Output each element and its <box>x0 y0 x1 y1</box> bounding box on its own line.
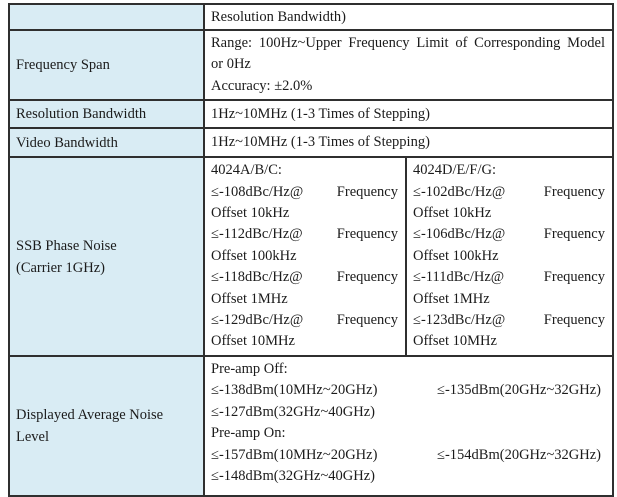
spec-tail: Frequency <box>543 183 605 200</box>
frequency-span-accuracy-line: Accuracy: ±2.0% <box>211 77 313 94</box>
spec-value: ≤-106dBc/Hz@ <box>413 226 506 243</box>
ssb-header-line1: SSB Phase Noise <box>16 237 117 254</box>
table-row: Displayed Average Noise Level Pre-amp Of… <box>8 354 614 497</box>
danl-value: ≤-135dBm(20GHz~32GHz) <box>437 382 601 399</box>
spec-value: ≤-102dBc/Hz@ <box>413 183 506 200</box>
phase-noise-offset-line: Offset 100kHz <box>211 247 297 264</box>
phase-noise-offset-line: Offset 10MHz <box>413 333 497 350</box>
spec-tail: Frequency <box>543 226 605 243</box>
danl-off-line1: ≤-138dBm(10MHz~20GHz) ≤-135dBm(20GHz~32GH… <box>211 380 605 401</box>
ssb-header-line2: (Carrier 1GHz) <box>16 259 105 276</box>
phase-noise-spec-line: ≤-111dBc/Hz@ Frequency <box>413 267 605 288</box>
table-row: SSB Phase Noise (Carrier 1GHz) 4024A/B/C… <box>8 156 614 357</box>
danl-header-line1: Displayed Average Noise <box>16 406 164 423</box>
row-header-video-bandwidth: Video Bandwidth <box>8 127 205 159</box>
frequency-span-range-line: Range: 100Hz~Upper Frequency Limit of Co… <box>211 35 605 51</box>
model-group-title: 4024D/E/F/G: <box>413 162 496 179</box>
preamp-on-label: Pre-amp On: <box>211 425 286 442</box>
danl-header-line2: Level <box>16 428 50 445</box>
phase-noise-offset-line: Offset 10MHz <box>211 333 295 350</box>
row-header-resolution-bandwidth: Resolution Bandwidth <box>8 99 205 130</box>
phase-noise-spec-line: ≤-102dBc/Hz@ Frequency <box>413 182 605 203</box>
danl-value: ≤-154dBm(20GHz~32GHz) <box>437 446 601 463</box>
spec-tail: Frequency <box>336 312 398 329</box>
spec-value: ≤-123dBc/Hz@ <box>413 312 506 329</box>
table-row: Frequency Span Range: 100Hz~Upper Freque… <box>8 28 614 102</box>
cell-displayed-average-noise-level: Pre-amp Off: ≤-138dBm(10MHz~20GHz) ≤-135d… <box>203 354 614 497</box>
cell-resolution-bandwidth-value: 1Hz~10MHz (1-3 Times of Stepping) <box>203 99 614 130</box>
spec-value: ≤-112dBc/Hz@ <box>211 226 303 243</box>
phase-noise-offset-line: Offset 10kHz <box>413 205 492 222</box>
spec-value: ≤-118dBc/Hz@ <box>211 269 303 286</box>
phase-noise-spec-line: ≤-106dBc/Hz@ Frequency <box>413 224 605 245</box>
cell-resolution-bandwidth-fragment: Resolution Bandwidth) <box>203 3 614 31</box>
frequency-span-or-line: or 0Hz <box>211 56 251 73</box>
model-group-title: 4024A/B/C: <box>211 162 282 179</box>
danl-value: ≤-157dBm(10MHz~20GHz) <box>211 446 378 463</box>
spec-value: ≤-111dBc/Hz@ <box>413 269 505 286</box>
phase-noise-spec-line: ≤-118dBc/Hz@ Frequency <box>211 267 398 288</box>
preamp-off-label: Pre-amp Off: <box>211 360 288 377</box>
document-page: { "colors": { "header_cell_bg": "#d9ecf4… <box>8 3 614 497</box>
spec-tail: Frequency <box>336 226 398 243</box>
danl-value: ≤-138dBm(10MHz~20GHz) <box>211 382 378 399</box>
spec-tail: Frequency <box>543 269 605 286</box>
cell-video-bandwidth-value: 1Hz~10MHz (1-3 Times of Stepping) <box>203 127 614 159</box>
spec-tail: Frequency <box>543 312 605 329</box>
cell-frequency-span: Range: 100Hz~Upper Frequency Limit of Co… <box>203 28 614 102</box>
table-row: Video Bandwidth 1Hz~10MHz (1-3 Times of … <box>8 127 614 159</box>
spec-value: ≤-108dBc/Hz@ <box>211 183 304 200</box>
cell-phase-noise-4024defg: 4024D/E/F/G: ≤-102dBc/Hz@ Frequency Offse… <box>405 156 614 357</box>
row-header-displayed-average-noise-level: Displayed Average Noise Level <box>8 354 205 497</box>
table-row: Resolution Bandwidth 1Hz~10MHz (1-3 Time… <box>8 99 614 130</box>
row-header-empty <box>8 3 205 31</box>
danl-off-line2: ≤-127dBm(32GHz~40GHz) <box>211 403 375 420</box>
spec-table-body: Resolution Bandwidth) Frequency Span Ran… <box>8 3 614 497</box>
phase-noise-offset-line: Offset 100kHz <box>413 247 499 264</box>
phase-noise-spec-line: ≤-123dBc/Hz@ Frequency <box>413 310 605 331</box>
danl-on-line1: ≤-157dBm(10MHz~20GHz) ≤-154dBm(20GHz~32GH… <box>211 445 605 466</box>
spec-value: ≤-129dBc/Hz@ <box>211 312 304 329</box>
spec-tail: Frequency <box>336 183 398 200</box>
phase-noise-spec-line: ≤-112dBc/Hz@ Frequency <box>211 224 398 245</box>
spec-table: Resolution Bandwidth) Frequency Span Ran… <box>8 3 614 497</box>
row-header-frequency-span: Frequency Span <box>8 28 205 102</box>
row-header-ssb-phase-noise: SSB Phase Noise (Carrier 1GHz) <box>8 156 205 357</box>
cell-phase-noise-4024abc: 4024A/B/C: ≤-108dBc/Hz@ Frequency Offset … <box>203 156 407 357</box>
phase-noise-offset-line: Offset 10kHz <box>211 205 290 222</box>
phase-noise-offset-line: Offset 1MHz <box>211 290 288 307</box>
spec-tail: Frequency <box>336 269 398 286</box>
phase-noise-offset-line: Offset 1MHz <box>413 290 490 307</box>
phase-noise-spec-line: ≤-108dBc/Hz@ Frequency <box>211 182 398 203</box>
table-row: Resolution Bandwidth) <box>8 3 614 31</box>
phase-noise-spec-line: ≤-129dBc/Hz@ Frequency <box>211 310 398 331</box>
